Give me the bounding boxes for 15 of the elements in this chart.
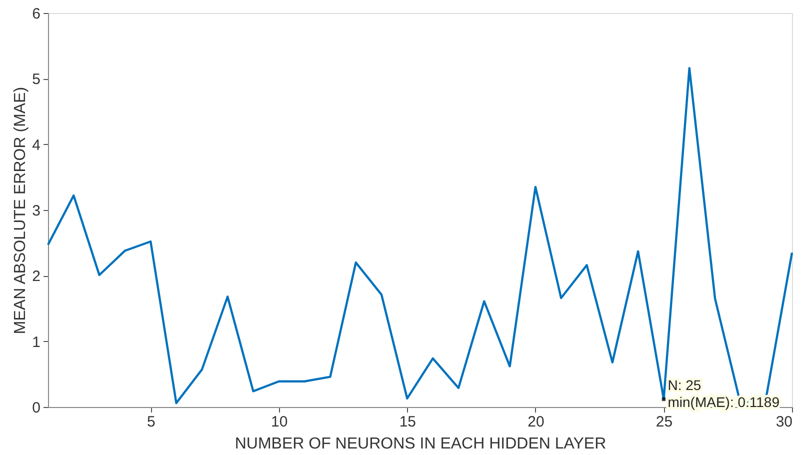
y-axis-title: MEAN ABSOLUTE ERROR (MAE)	[12, 86, 30, 334]
x-tick-label: 30	[776, 414, 792, 430]
y-tick-label: 6	[32, 6, 40, 22]
x-tick-label: 25	[656, 414, 673, 430]
y-tick-label: 0	[32, 400, 40, 416]
x-tick-label: 10	[271, 414, 288, 430]
x-axis-title: NUMBER OF NEURONS IN EACH HIDDEN LAYER	[234, 436, 606, 452]
x-tick-label: 20	[528, 414, 544, 430]
y-tick-label: 4	[32, 136, 40, 154]
y-tick-label: 5	[32, 71, 40, 88]
x-tick-label: 5	[146, 414, 156, 430]
y-tick-label: 3	[32, 202, 40, 220]
x-tick-label: 15	[399, 414, 416, 430]
y-tick-label: 2	[32, 268, 40, 286]
y-tick-label: 1	[32, 334, 40, 351]
